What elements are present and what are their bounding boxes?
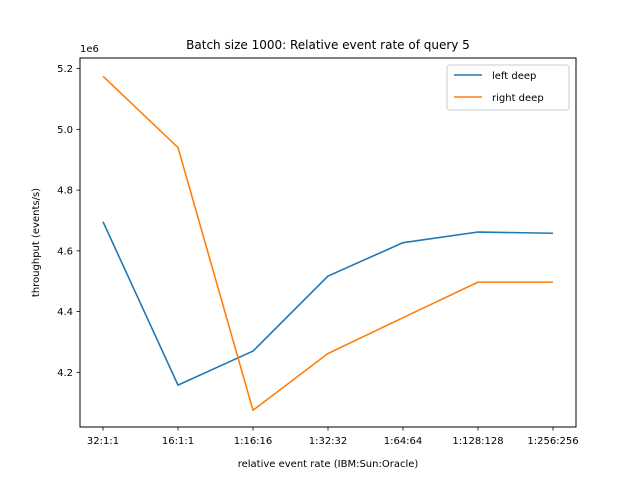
- y-tick-label: 4.4: [57, 307, 73, 318]
- x-tick-label: 1:64:64: [384, 436, 423, 447]
- plot-area: [79, 57, 577, 428]
- y-tick-label: 4.8: [57, 186, 73, 197]
- x-tick-label: 1:16:16: [234, 436, 273, 447]
- x-tick-label: 1:256:256: [527, 436, 578, 447]
- y-tick-label: 5.2: [57, 64, 73, 75]
- axis-ticks: 32:1:1 16:1:1 1:16:16 1:32:32 1:64:64 1:128:1…: [57, 64, 579, 447]
- y-tick-label: 5.0: [57, 125, 73, 136]
- chart-title: Batch size 1000: Relative event rate of …: [186, 38, 470, 52]
- series-line-1: [102, 75, 553, 412]
- legend-label: right deep: [492, 93, 544, 104]
- y-tick-label: 4.2: [57, 368, 73, 379]
- x-tick-label: 1:32:32: [309, 436, 348, 447]
- x-tick-label: 16:1:1: [162, 436, 194, 447]
- series-lines: [102, 75, 554, 412]
- series-line-0: [102, 221, 554, 386]
- x-tick-label: 1:128:128: [452, 436, 503, 447]
- legend-label: left deep: [492, 71, 536, 82]
- y-tick-label: 4.6: [57, 246, 73, 257]
- legend-box: [446, 64, 570, 111]
- y-offset-label: 1e6: [80, 44, 99, 55]
- x-tick-label: 32:1:1: [87, 436, 119, 447]
- legend: left deep right deep: [446, 64, 570, 111]
- x-axis-label: relative event rate (IBM:Sun:Oracle): [238, 459, 419, 470]
- y-axis-label: throughput (events/s): [31, 188, 42, 297]
